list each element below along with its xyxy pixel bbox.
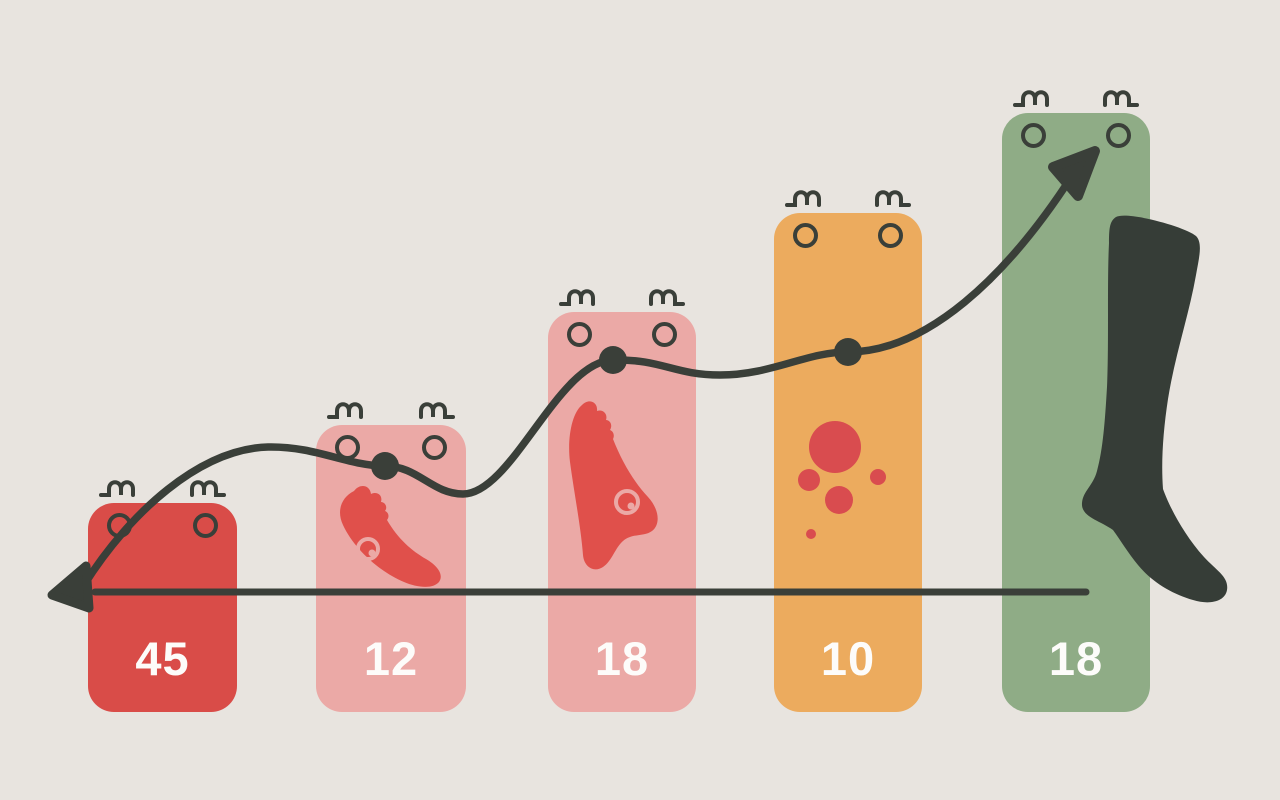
- spiral-binding-icon: [190, 480, 226, 497]
- spiral-binding-icon: [99, 480, 135, 497]
- foot-ulcer-icon: [569, 401, 658, 570]
- ring-hole-icon: [652, 322, 677, 347]
- spiral-binding-icon: [875, 190, 911, 207]
- ring-hole-icon: [878, 223, 903, 248]
- bar-value-label: 18: [594, 632, 650, 685]
- ring-hole-icon: [107, 513, 132, 538]
- ring-hole-icon: [422, 435, 447, 460]
- spiral-binding-icon: [327, 402, 363, 419]
- trend-arrow-start-icon: [47, 561, 94, 613]
- spiral-binding-icon: [559, 289, 595, 306]
- ring-hole-icon: [1106, 123, 1131, 148]
- bar-value-label: 12: [363, 632, 419, 685]
- ring-hole-icon: [335, 435, 360, 460]
- bar-value-label: 10: [820, 632, 876, 685]
- ring-hole-icon: [193, 513, 218, 538]
- spiral-binding-icon: [1103, 90, 1139, 107]
- calendar-bar-1: 45: [88, 480, 237, 712]
- compression-stocking-icon: [1081, 215, 1228, 603]
- spiral-binding-icon: [785, 190, 821, 207]
- ring-hole-icon: [567, 322, 592, 347]
- spiral-binding-icon: [419, 402, 455, 419]
- spiral-binding-icon: [649, 289, 685, 306]
- calendar-bar-4: 10: [774, 190, 922, 712]
- bar-value-label: 18: [1048, 632, 1104, 685]
- calendar-bar-3: 18: [548, 289, 696, 712]
- calendar-bar-2: 12: [316, 402, 466, 712]
- ring-hole-icon: [1021, 123, 1046, 148]
- spiral-binding-icon: [1013, 90, 1049, 107]
- swollen-foot-icon: [340, 485, 441, 587]
- bar-value-label: 45: [135, 632, 190, 685]
- ring-hole-icon: [793, 223, 818, 248]
